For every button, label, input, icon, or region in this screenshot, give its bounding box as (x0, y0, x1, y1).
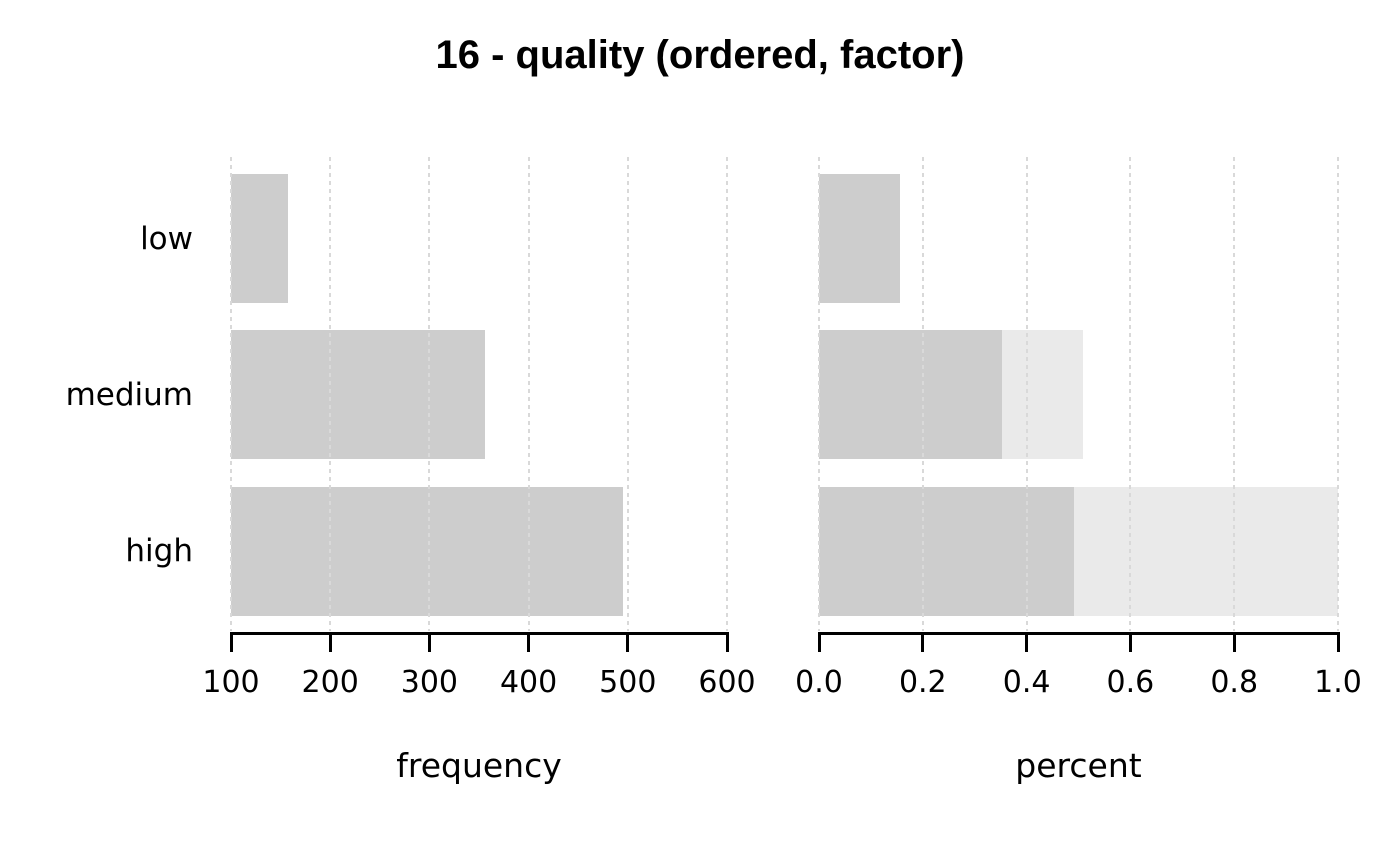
frequency-gridline (428, 157, 431, 631)
percent-gridline (818, 157, 820, 631)
frequency-x-tick (725, 633, 729, 652)
percent-x-tick (1128, 633, 1132, 652)
frequency-bar-medium (231, 330, 485, 460)
frequency-gridline (230, 157, 232, 631)
category-label-high: high (125, 533, 193, 570)
frequency-x-tick-label: 500 (599, 665, 657, 700)
percent-x-tick-label: 0.8 (1210, 665, 1259, 700)
frequency-x-tick (626, 633, 630, 652)
percent-x-tick-label: 0.0 (795, 665, 843, 700)
percent-x-tick-label: 1.0 (1314, 665, 1362, 700)
percent-x-tick (817, 633, 821, 652)
percent-x-axis-line (817, 632, 1340, 635)
percent-gridline (1337, 157, 1339, 631)
frequency-gridline (626, 157, 629, 631)
percent-x-tick (921, 633, 925, 652)
frequency-gridline (329, 157, 332, 631)
frequency-bar-low (231, 174, 288, 303)
percent-bar-medium (819, 330, 1003, 460)
frequency-axis-label: frequency (396, 746, 562, 785)
percent-axis-label: percent (1015, 746, 1142, 785)
frequency-x-tick (328, 633, 332, 652)
category-label-medium: medium (65, 376, 193, 413)
frequency-x-tick (427, 633, 431, 652)
percent-x-tick (1336, 633, 1340, 652)
percent-gridline (1025, 157, 1028, 631)
percent-x-tick (1232, 633, 1236, 652)
frequency-x-tick (229, 633, 233, 652)
percent-cumulative-bar-high (1073, 486, 1338, 616)
frequency-x-axis-line (229, 632, 729, 635)
percent-gridline (1233, 157, 1236, 631)
percent-bar-high (819, 486, 1074, 616)
percent-x-tick (1025, 633, 1029, 652)
percent-x-tick-label: 0.6 (1106, 665, 1155, 700)
category-label-low: low (140, 220, 193, 257)
percent-x-tick-label: 0.2 (898, 665, 947, 700)
frequency-bar-high (231, 486, 623, 616)
plot-title: 16 - quality (ordered, factor) (435, 33, 965, 77)
frequency-x-tick (527, 633, 531, 652)
frequency-x-tick-label: 100 (202, 665, 260, 700)
percent-x-tick-label: 0.4 (1002, 665, 1051, 700)
percent-bar-low (819, 174, 900, 303)
frequency-gridline (726, 157, 728, 631)
frequency-gridline (527, 157, 530, 631)
percent-gridline (1129, 157, 1132, 631)
percent-cumulative-bar-medium (1002, 330, 1084, 460)
percent-gridline (921, 157, 924, 631)
frequency-x-tick-label: 600 (698, 665, 756, 700)
frequency-x-tick-label: 200 (301, 665, 359, 700)
frequency-x-tick-label: 400 (499, 665, 558, 700)
frequency-x-tick-label: 300 (400, 665, 459, 700)
